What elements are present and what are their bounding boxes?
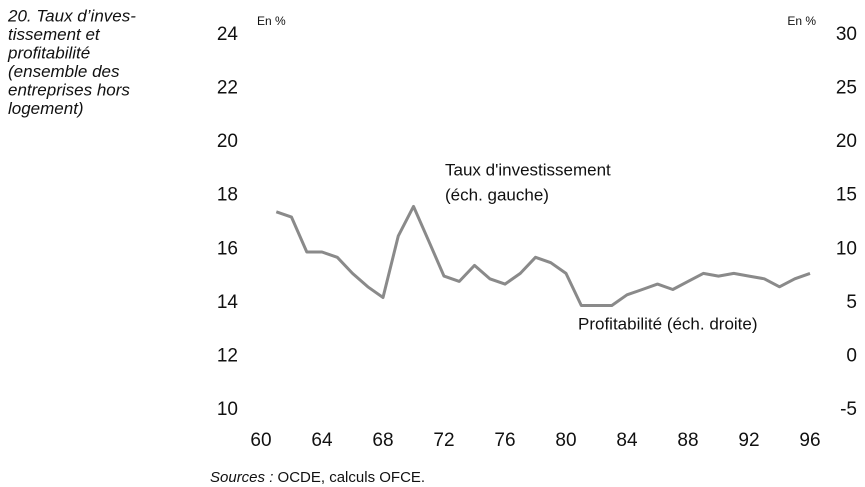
annotation: (éch. gauche) [445,185,549,204]
title-line: logement) [8,99,84,118]
y-tick-label: 14 [217,292,239,313]
title-line: 20. Taux d’inves- [7,6,136,25]
annotation: Profitabilité (éch. droite) [578,314,758,333]
title-line: profitabilité [7,43,90,62]
y-tick-label: 16 [217,238,238,259]
x-tick-label: 84 [616,430,638,451]
left-unit: En % [257,14,286,28]
line [275,204,811,307]
title-line: tissement et [8,25,101,44]
x-tick-label: 96 [799,430,820,451]
y-tick-label: 18 [217,185,238,206]
x-tick-label: 76 [494,430,515,451]
y2-tick-label: 20 [836,131,857,152]
y-tick-label: 12 [217,345,238,366]
source-text: OCDE, calculs OFCE. [278,469,426,486]
x-tick-label: 72 [433,430,454,451]
y2-tick-label: 5 [846,292,857,313]
y-tick-label: 10 [217,399,238,420]
y-tick-label: 24 [217,24,239,45]
y2-tick-label: 25 [836,78,857,99]
title-line: entreprises hors [8,80,130,99]
x-tick-label: 88 [677,430,698,451]
x-tick-label: 92 [738,430,759,451]
y2-tick-label: 15 [836,185,857,206]
x-tick-label: 64 [311,430,333,451]
title-line: (ensemble des [8,62,120,81]
y-tick-label: 22 [217,78,238,99]
x-tick-label: 68 [372,430,393,451]
right-unit: En % [787,14,816,28]
source: Sources : OCDE, calculs OFCE. [210,469,425,486]
x-tick-label: 80 [555,430,576,451]
source-label: Sources : [210,469,273,486]
y2-tick-label: 30 [836,24,857,45]
y2-tick-label: -5 [840,399,857,420]
x-tick-label: 60 [250,430,271,451]
y2-tick-label: 10 [836,238,857,259]
y2-tick-label: 0 [846,345,857,366]
chart-title: 20. Taux d’inves-tissement etprofitabili… [7,6,136,118]
annotation: Taux d'investissement [445,160,611,179]
y-tick-label: 20 [217,131,238,152]
